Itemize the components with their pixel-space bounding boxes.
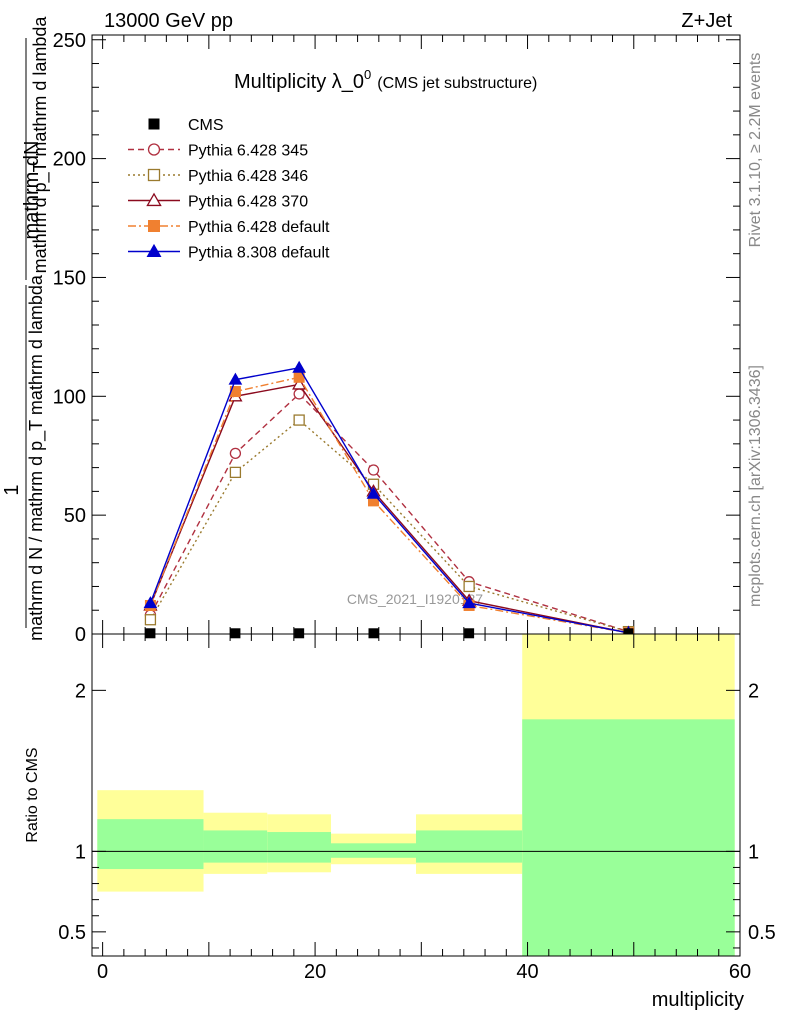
mcplots-label: mcplots.cern.ch [arXiv:1306.3436] bbox=[747, 365, 764, 607]
legend-label: Pythia 6.428 345 bbox=[188, 143, 308, 160]
title-superscript: 0 bbox=[364, 67, 371, 82]
x-tick-label: 60 bbox=[729, 961, 751, 983]
main-y-tick-label: 0 bbox=[75, 624, 86, 646]
ratio-y-tick-label: 1 bbox=[75, 841, 86, 863]
legend-marker bbox=[146, 243, 162, 257]
ratio-ylabel: Ratio to CMS bbox=[24, 747, 41, 842]
ylabel-fraction: mathrm d p_T mathrm d lambda bbox=[30, 16, 51, 274]
energy-label: 13000 GeV pp bbox=[104, 10, 233, 32]
legend-label: Pythia 6.428 default bbox=[188, 219, 330, 236]
ylabel-one: 1 bbox=[1, 484, 23, 495]
data-point bbox=[228, 372, 243, 385]
ratio-axes: 0.5 0.51 12 20 20 40 60 bbox=[58, 634, 776, 983]
ratio-y-tick-label-right: 1 bbox=[748, 841, 759, 863]
legend-marker bbox=[148, 220, 160, 232]
data-point bbox=[144, 614, 157, 626]
data-point bbox=[463, 580, 475, 593]
series-pythia-8-308-default bbox=[143, 360, 636, 638]
main-y-tick-label: 200 bbox=[53, 149, 86, 171]
x-tick-label: 40 bbox=[516, 961, 538, 983]
legend-item: Pythia 6.428 346 bbox=[128, 168, 308, 185]
data-point bbox=[229, 447, 242, 459]
series-line bbox=[149, 376, 629, 634]
ratio-band-green bbox=[331, 843, 416, 858]
title-subtitle: (CMS jet substructure) bbox=[377, 75, 537, 92]
legend: CMS Pythia 6.428 345 Pythia 6.428 346 Pythi… bbox=[128, 117, 330, 262]
data-point bbox=[464, 628, 475, 639]
series-line bbox=[149, 419, 629, 633]
main-y-tick-label: 250 bbox=[53, 30, 86, 52]
series-line bbox=[149, 383, 629, 634]
legend-item: CMS bbox=[148, 117, 224, 134]
data-point bbox=[462, 596, 476, 609]
data-point bbox=[292, 360, 307, 373]
main-y-tick-label: 100 bbox=[53, 386, 86, 408]
legend-marker bbox=[147, 168, 161, 182]
data-point bbox=[292, 377, 307, 390]
legend-label: CMS bbox=[188, 117, 224, 134]
ylabel-denominator: mathrm d N / mathrm d p_T mathrm d lambd… bbox=[26, 274, 47, 641]
data-point bbox=[368, 628, 379, 639]
x-tick-label: 20 bbox=[304, 961, 326, 983]
legend-item: Pythia 6.428 default bbox=[128, 219, 330, 236]
data-point bbox=[143, 596, 158, 609]
main-axes: 0 50 100 150 200 250 bbox=[53, 30, 741, 646]
analysis-watermark: CMS_2021_I1920187 bbox=[347, 591, 483, 607]
plot-title: Multiplicity λ_00 (CMS jet substructure) bbox=[234, 67, 537, 93]
legend-item: Pythia 6.428 345 bbox=[128, 143, 308, 160]
data-point bbox=[229, 466, 242, 479]
main-y-tick-label: 50 bbox=[64, 505, 86, 527]
legend-label: Pythia 8.308 default bbox=[188, 245, 330, 262]
ratio-band-green bbox=[267, 832, 332, 863]
ratio-band-green bbox=[416, 830, 523, 863]
data-point bbox=[294, 628, 305, 639]
ratio-bands bbox=[92, 634, 740, 956]
legend-label: Pythia 6.428 346 bbox=[188, 168, 308, 185]
data-point bbox=[293, 414, 305, 426]
ratio-y-tick-label-right: 0.5 bbox=[748, 922, 776, 944]
title-main: Multiplicity λ_0 bbox=[234, 71, 364, 93]
legend-item: Pythia 6.428 370 bbox=[128, 192, 308, 211]
ratio-band-green bbox=[203, 830, 268, 863]
ratio-band-green bbox=[522, 719, 735, 956]
process-label: Z+Jet bbox=[681, 10, 732, 32]
ratio-y-tick-label: 2 bbox=[75, 680, 86, 702]
ratio-y-tick-label-right: 2 bbox=[748, 680, 759, 702]
legend-marker bbox=[148, 118, 160, 130]
x-tick-label: 0 bbox=[97, 961, 108, 983]
ratio-y-tick-label: 0.5 bbox=[58, 922, 86, 944]
main-series bbox=[143, 360, 636, 639]
legend-label: Pythia 6.428 370 bbox=[188, 194, 308, 211]
x-axis-label: multiplicity bbox=[652, 989, 744, 1011]
data-point bbox=[367, 464, 380, 476]
legend-item: Pythia 8.308 default bbox=[128, 243, 330, 262]
ratio-plot-frame bbox=[91, 633, 741, 957]
main-ylabel: mathrm dN mathrm d p_T mathrm d lambda 1… bbox=[1, 16, 51, 641]
data-point bbox=[230, 628, 241, 639]
legend-marker bbox=[147, 143, 161, 156]
series-line bbox=[149, 366, 629, 634]
data-point bbox=[145, 628, 156, 639]
data-point bbox=[366, 486, 381, 499]
main-y-tick-label: 150 bbox=[53, 267, 86, 289]
svg-text:Multiplicity λ_00(CMS jet subs: Multiplicity λ_00 (CMS jet substructure) bbox=[234, 67, 537, 93]
legend-marker bbox=[146, 192, 162, 207]
rivet-label: Rivet 3.1.10, ≥ 2.2M events bbox=[747, 53, 764, 248]
ratio-band-green bbox=[97, 819, 204, 870]
